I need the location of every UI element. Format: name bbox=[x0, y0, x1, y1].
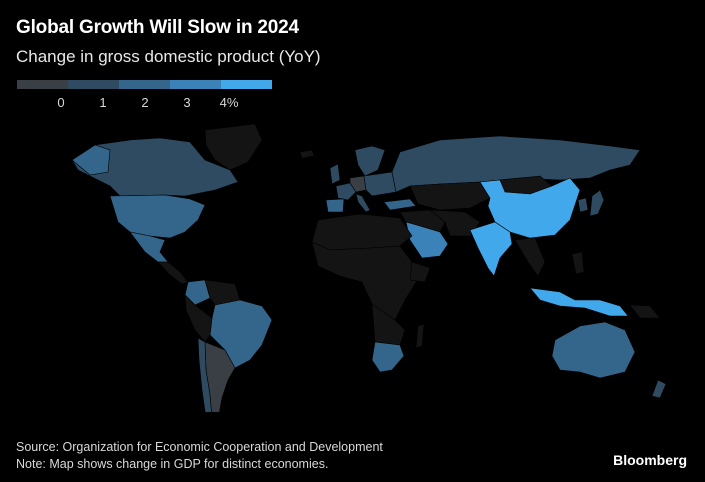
eastern-europe-region bbox=[363, 171, 397, 197]
chart-subtitle: Change in gross domestic product (YoY) bbox=[16, 47, 321, 66]
france-region bbox=[335, 182, 357, 201]
italy-region bbox=[355, 193, 371, 213]
png-region bbox=[629, 304, 661, 319]
legend-swatch bbox=[17, 80, 68, 89]
color-legend: 0 1 2 3 4% bbox=[17, 80, 272, 110]
north-africa-region bbox=[311, 213, 413, 251]
alaska-region bbox=[71, 144, 111, 176]
legend-swatch bbox=[68, 80, 119, 89]
legend-swatch bbox=[119, 80, 170, 89]
source-note: Source: Organization for Economic Cooper… bbox=[16, 440, 383, 454]
spain-region bbox=[325, 198, 345, 213]
philippines-region bbox=[571, 251, 585, 275]
central-africa-region bbox=[311, 241, 421, 327]
canada-region bbox=[71, 137, 239, 197]
legend-swatch bbox=[221, 80, 272, 89]
east-africa-region bbox=[409, 261, 431, 283]
central-america-region bbox=[157, 261, 189, 285]
new-zealand-region bbox=[651, 379, 667, 399]
scandinavia-region bbox=[354, 145, 386, 177]
uk-region bbox=[329, 163, 341, 185]
china-region bbox=[479, 177, 581, 239]
saudi-arabia-region bbox=[405, 221, 449, 259]
world-map bbox=[71, 123, 667, 412]
southeast-asia-region bbox=[514, 237, 546, 277]
legend-tick-label: 1 bbox=[99, 95, 107, 110]
madagascar-region bbox=[415, 323, 425, 349]
iceland-region bbox=[299, 149, 315, 159]
legend-color-bar bbox=[17, 80, 272, 89]
chart-footer: Source: Organization for Economic Cooper… bbox=[16, 439, 383, 473]
legend-tick-label: 0 bbox=[57, 95, 65, 110]
bloomberg-logo: Bloomberg bbox=[613, 452, 687, 468]
korea-region bbox=[577, 197, 589, 213]
central-asia-region bbox=[409, 181, 491, 211]
andean-region bbox=[184, 294, 213, 343]
colombia-region bbox=[184, 279, 211, 306]
iran-pakistan-region bbox=[429, 209, 481, 237]
legend-tick-label: 2 bbox=[141, 95, 149, 110]
mexico-region bbox=[129, 231, 169, 263]
turkey-region bbox=[383, 198, 417, 211]
japan-region bbox=[589, 189, 605, 217]
australia-region bbox=[551, 321, 636, 379]
india-region bbox=[469, 221, 513, 277]
map-note: Note: Map shows change in GDP for distin… bbox=[16, 457, 329, 471]
legend-ticks: 0 1 2 3 4% bbox=[17, 89, 272, 110]
chart-title: Global Growth Will Slow in 2024 bbox=[16, 17, 299, 38]
greenland-region bbox=[204, 123, 263, 171]
legend-tick-label: 3 bbox=[183, 95, 191, 110]
germany-region bbox=[349, 175, 367, 193]
south-africa-region bbox=[371, 341, 405, 373]
indonesia-region bbox=[529, 287, 629, 317]
legend-swatch bbox=[170, 80, 221, 89]
usa-region bbox=[109, 194, 206, 239]
legend-tick-label: 4% bbox=[219, 95, 239, 110]
chile-region bbox=[197, 337, 212, 412]
southern-africa-region bbox=[371, 303, 406, 346]
